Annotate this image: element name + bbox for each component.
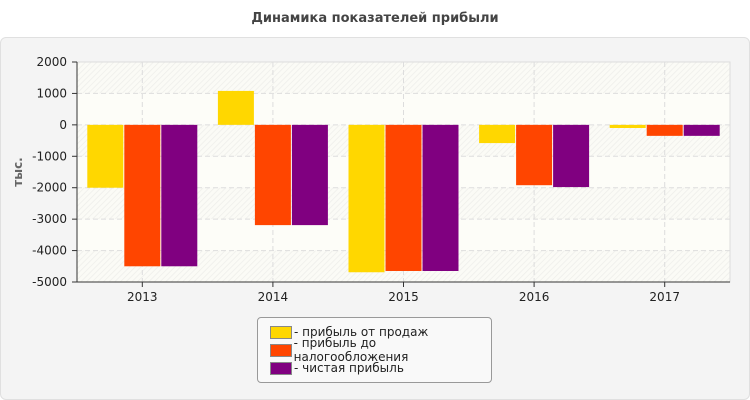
chart-title: Динамика показателей прибыли (251, 11, 499, 26)
y-tick-label: 1000 (36, 86, 67, 100)
y-tick-label: -2000 (32, 181, 67, 195)
y-tick-label: -3000 (32, 212, 67, 226)
legend-label: - прибыль от продаж (294, 325, 429, 339)
x-tick-label: 2015 (388, 290, 419, 304)
bar-2013-1 (87, 124, 124, 188)
bar-2017-2 (646, 124, 683, 136)
x-tick-label: 2014 (258, 290, 289, 304)
legend-swatch (270, 343, 292, 357)
bar-2013-2 (124, 124, 161, 267)
legend-item: - прибыль от продаж (270, 324, 428, 340)
bar-2017-3 (683, 124, 720, 136)
legend-label: - чистая прибыль (294, 361, 404, 375)
bar-2016-2 (516, 124, 553, 186)
bar-2014-1 (217, 90, 254, 125)
x-tick-label: 2017 (649, 290, 680, 304)
legend-item: - чистая прибыль (270, 360, 404, 376)
bar-2016-3 (553, 124, 590, 188)
bar-2016-1 (479, 124, 516, 144)
bar-2014-3 (291, 124, 328, 226)
bar-2013-3 (161, 124, 198, 267)
y-tick-label: -5000 (32, 275, 67, 289)
x-tick-label: 2013 (127, 290, 158, 304)
bar-2015-2 (385, 124, 422, 271)
y-tick-label: -4000 (32, 244, 67, 258)
y-tick-label: 0 (59, 118, 67, 132)
y-tick-label: -1000 (32, 149, 67, 163)
y-tick-label: 2000 (36, 55, 67, 69)
legend-swatch (270, 361, 292, 375)
x-tick-label: 2016 (519, 290, 550, 304)
y-axis-label: тыс. (11, 157, 25, 186)
legend-item: - прибыль до налогообложения (270, 336, 491, 364)
bar-2017-1 (609, 124, 646, 128)
legend: - прибыль от продаж - прибыль до налогооб… (257, 317, 492, 383)
bar-2015-3 (422, 124, 459, 271)
legend-swatch (270, 325, 292, 339)
legend-label: - прибыль до налогообложения (293, 336, 409, 364)
bar-2015-1 (348, 124, 385, 273)
bar-2014-2 (254, 124, 291, 226)
